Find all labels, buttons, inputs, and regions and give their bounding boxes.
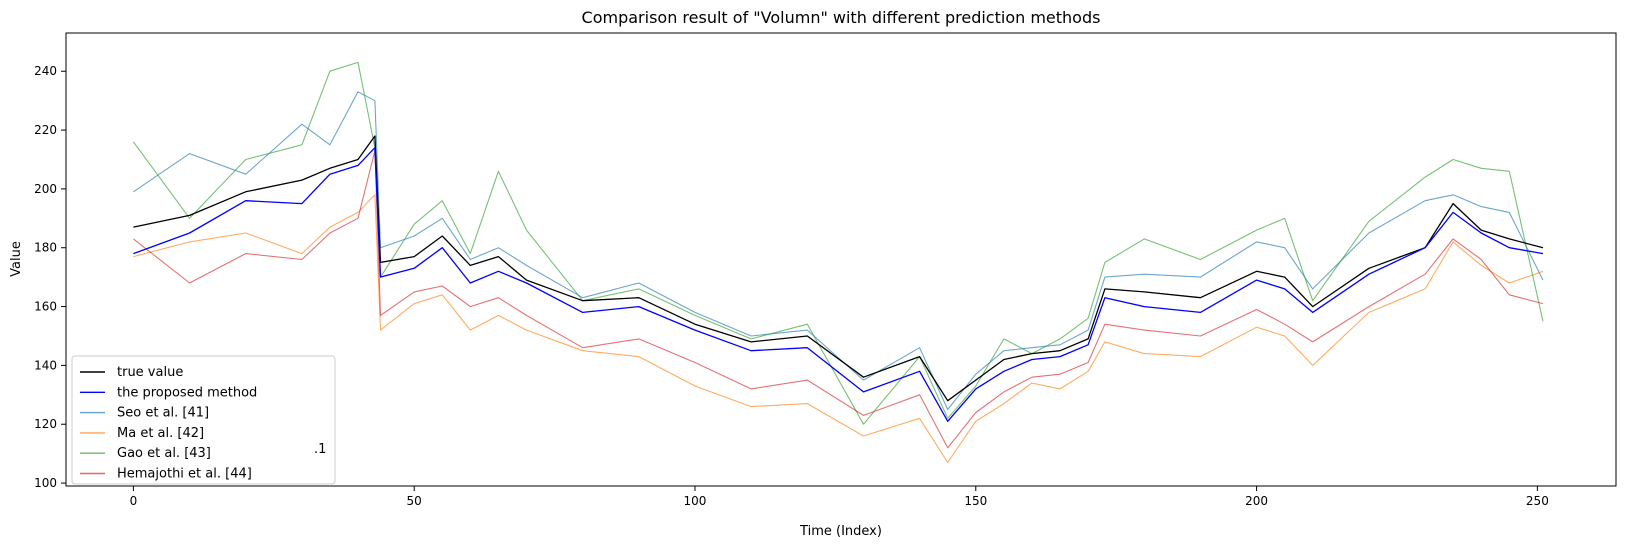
y-axis-label: Value [9, 241, 24, 277]
y-tick-label: 160 [34, 300, 57, 314]
chart-title: Comparison result of "Volumn" with diffe… [582, 8, 1101, 27]
x-tick-label: 100 [684, 494, 707, 508]
y-tick-label: 240 [34, 64, 57, 78]
y-tick-label: 220 [34, 123, 57, 137]
legend-label: Gao et al. [43] [117, 446, 211, 461]
legend-label: Seo et al. [41] [117, 406, 209, 421]
legend-label: true value [117, 365, 183, 380]
x-tick-label: 50 [407, 494, 422, 508]
series-line-2 [133, 147, 1544, 422]
series-line-4 [133, 194, 1544, 464]
y-axis: 100 120 140 160 180 200 220 240 [34, 64, 66, 490]
x-tick-label: 250 [1526, 494, 1549, 508]
x-tick-label: 0 [130, 494, 138, 508]
y-tick-label: 200 [34, 182, 57, 196]
x-tick-label: 200 [1245, 494, 1268, 508]
y-tick-label: 140 [34, 358, 57, 372]
y-tick-label: 120 [34, 417, 57, 431]
legend: .1 true value the proposed method Seo et a… [71, 355, 336, 485]
x-tick-label: 150 [964, 494, 987, 508]
legend-label: Ma et al. [42] [117, 426, 204, 441]
x-axis-label: Time (Index) [799, 524, 882, 539]
legend-label: Hemajothi et al. [44] [117, 467, 252, 482]
series-line-3 [133, 91, 1544, 411]
y-tick-label: 100 [34, 476, 57, 490]
legend-extra-text: .1 [314, 442, 326, 457]
legend-box [71, 355, 336, 485]
series-layer [132, 61, 1544, 464]
plot-frame [65, 32, 1617, 487]
x-axis: 0 50 100 150 200 250 [130, 486, 1549, 508]
legend-label: the proposed method [117, 385, 257, 400]
y-tick-label: 180 [34, 241, 57, 255]
